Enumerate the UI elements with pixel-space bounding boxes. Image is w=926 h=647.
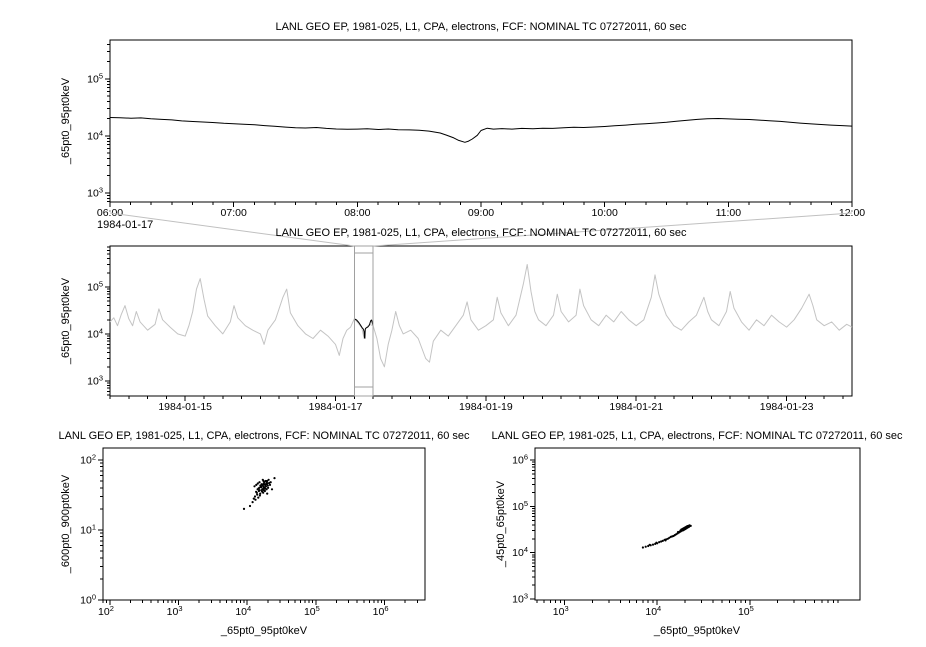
tick-label: 100: [80, 593, 96, 607]
plot-frame: [109, 39, 853, 203]
plot-frame: [102, 447, 426, 601]
tick-label: 103: [512, 592, 528, 606]
scatter-600-900-plot[interactable]: 100 101 102 102 103 104 105 106: [80, 447, 426, 618]
tick-label: 106: [512, 453, 528, 467]
scatter-right-y-axis-label: _45pt0_65pt0keV: [495, 480, 507, 568]
tick-label: 105: [304, 604, 320, 618]
scatter-left-y-axis-label: _600pt0_900pt0keV: [60, 474, 72, 574]
context-overview-plot[interactable]: 103 104 105 1984-01-15 1984-01-17 1984-01-19 1…: [87, 245, 853, 413]
tick-label: 102: [98, 604, 114, 618]
top-panel-title: LANL GEO EP, 1981-025, L1, CPA, electron…: [275, 21, 687, 33]
context-panel-title: LANL GEO EP, 1981-025, L1, CPA, electron…: [275, 227, 687, 239]
top-panel-y-axis-label: _65pt0_95pt0keV: [60, 77, 72, 165]
scatter-45-65-plot[interactable]: 103 104 105 106 103 104 105: [512, 447, 861, 618]
tick-label: 10:00: [592, 207, 618, 219]
tick-label: 105: [87, 279, 103, 293]
tick-label: 1984-01-19: [459, 401, 513, 413]
tick-label: 103: [167, 604, 183, 618]
top-panel-date-label: 1984-01-17: [97, 219, 154, 231]
scatter-left-x-axis-label: _65pt0_95pt0keV: [220, 625, 308, 637]
plot-frame: [109, 245, 853, 397]
tick-label: 105: [87, 71, 103, 85]
plot-frame: [534, 447, 861, 601]
tick-label: 08:00: [344, 207, 370, 219]
scatter-left-title: LANL GEO EP, 1981-025, L1, CPA, electron…: [58, 430, 470, 442]
series-scatter-0: [242, 477, 276, 510]
tick-label: 07:00: [221, 207, 247, 219]
tick-label: 1984-01-21: [609, 401, 663, 413]
tick-label: 12:00: [839, 207, 865, 219]
tick-label: 103: [553, 604, 569, 618]
tick-label: 1984-01-17: [309, 401, 363, 413]
tick-label: 102: [80, 452, 96, 466]
tick-label: 106: [373, 604, 389, 618]
tick-label: 104: [235, 604, 251, 618]
context-panel-y-axis-label: _65pt0_95pt0keV: [60, 277, 72, 365]
tick-label: 103: [87, 373, 103, 387]
series-line-0: [109, 264, 853, 368]
series-line-1: [354, 318, 374, 339]
tick-label: 104: [87, 326, 103, 340]
zoom-connector-left: [109, 212, 355, 247]
scatter-right-title: LANL GEO EP, 1981-025, L1, CPA, electron…: [491, 430, 903, 442]
tick-label: 1984-01-23: [760, 401, 814, 413]
series-line-0: [109, 117, 853, 143]
tick-label: 11:00: [716, 207, 742, 219]
tick-label: 104: [645, 604, 661, 618]
scatter-right-x-axis-label: _65pt0_95pt0keV: [653, 625, 741, 637]
tick-label: 105: [738, 604, 754, 618]
tick-label: 1984-01-15: [158, 401, 212, 413]
tick-label: 104: [512, 545, 528, 559]
tick-label: 104: [87, 128, 103, 142]
tick-label: 105: [512, 499, 528, 513]
context-selection-box[interactable]: [353, 245, 374, 397]
series-scatter-0: [641, 524, 692, 549]
tick-label: 09:00: [468, 207, 494, 219]
zoom-connector-right: [373, 212, 853, 247]
tick-label: 101: [80, 522, 96, 536]
tick-label: 103: [87, 185, 103, 199]
